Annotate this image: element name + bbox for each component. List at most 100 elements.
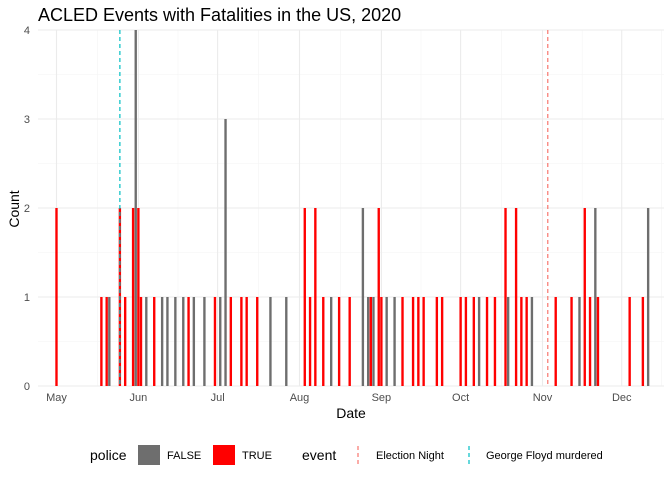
bar-false-2020-08-27: [366, 297, 370, 386]
x-tick-label-may: May: [46, 392, 67, 404]
bar-true-2020-09-09: [401, 297, 404, 386]
bar-true-2020-08-28: [369, 297, 372, 386]
bar-true-2020-06-30: [213, 297, 217, 386]
bar-false-2020-10-08: [477, 297, 481, 386]
bar-true-2020-11-06: [554, 297, 557, 386]
x-tick-label-dec: Dec: [612, 392, 632, 404]
bar-true-2020-10-18: [504, 208, 507, 386]
x-tick-label-jun: Jun: [129, 392, 147, 404]
bar-false-2020-11-15: [578, 297, 581, 386]
bar-false-2020-07-27: [285, 297, 288, 386]
bar-true-2020-06-20: [187, 297, 190, 386]
bar-false-2020-06-26: [203, 297, 206, 386]
bar-true-2020-11-17: [583, 208, 586, 386]
bar-true-2020-05-18: [100, 297, 103, 386]
bar-true-2020-12-04: [628, 297, 631, 386]
bar-true-2020-08-03: [303, 208, 306, 386]
x-tick-label-sep: Sep: [372, 392, 392, 404]
x-tick-label-oct: Oct: [452, 392, 469, 404]
bar-true-2020-07-10: [240, 297, 243, 386]
event-lines: [119, 30, 549, 386]
bar-false-2020-12-11: [646, 208, 650, 386]
bar-true-2020-07-16: [256, 297, 259, 386]
bar-false-2020-05-21: [108, 297, 111, 386]
bar-false-2020-08-29: [372, 297, 375, 386]
bar-true-2020-08-05: [308, 297, 312, 386]
legend-key-true: [213, 445, 235, 465]
bar-false-2020-07-21: [269, 297, 272, 386]
legend-label-george-floyd: George Floyd murdered: [486, 450, 603, 462]
y-tick-label: 0: [24, 381, 30, 393]
bar-true-2020-06-07: [153, 297, 156, 386]
bar-false-2020-06-18: [182, 297, 185, 386]
bar-true-2020-12-09: [641, 297, 645, 386]
bar-true-2020-10-26: [525, 297, 528, 386]
bar-false-2020-07-04: [224, 119, 227, 386]
bar-true-2020-09-24: [440, 297, 444, 386]
x-tick-label-nov: Nov: [533, 392, 553, 404]
bar-true-2020-06-02: [139, 297, 143, 386]
bar-true-2020-10-03: [464, 297, 468, 386]
bar-true-2020-05-01: [55, 208, 58, 386]
x-axis-ticks: May Jun Jul Aug Sep Oct Nov Dec: [46, 392, 632, 404]
y-tick-label: 3: [24, 114, 30, 126]
bars: [55, 30, 650, 386]
y-tick-label: 4: [24, 25, 30, 37]
x-axis-title: Date: [336, 405, 366, 421]
bar-true-2020-11-22: [596, 297, 600, 386]
bar-false-2020-06-12: [166, 297, 169, 386]
bar-false-2020-05-31: [134, 30, 137, 386]
y-tick-label: 2: [24, 203, 30, 215]
bar-true-2020-05-27: [123, 297, 127, 386]
bar-false-2020-06-22: [192, 297, 196, 386]
legend-label-false: FALSE: [167, 450, 201, 462]
bar-false-2020-08-13: [330, 297, 333, 386]
bar-true-2020-05-30: [131, 208, 135, 386]
bar-true-2020-09-13: [411, 297, 415, 386]
bar-false-2020-06-15: [174, 297, 177, 386]
bar-true-2020-05-20: [105, 297, 108, 386]
bar-true-2020-07-06: [229, 297, 233, 386]
bar-false-2020-09-06: [393, 297, 396, 386]
bar-false-2020-10-28: [530, 297, 534, 386]
bar-false-2020-08-25: [361, 208, 365, 386]
legend-title-event: event: [302, 447, 336, 463]
bar-false-2020-07-02: [219, 297, 222, 386]
bar-false-2020-06-10: [160, 297, 164, 386]
bar-true-2020-10-14: [493, 297, 497, 386]
legend-label-election-night: Election Night: [376, 450, 444, 462]
bar-true-2020-10-06: [472, 297, 476, 386]
bar-true-2020-08-20: [348, 297, 351, 386]
bar-false-2020-10-19: [506, 297, 510, 386]
bar-true-2020-09-17: [422, 297, 425, 386]
bar-true-2020-08-07: [314, 208, 317, 386]
bar-true-2020-11-19: [588, 297, 592, 386]
bar-true-2020-09-01: [380, 297, 383, 386]
bar-false-2020-11-21: [594, 208, 597, 386]
bar-true-2020-11-12: [570, 297, 573, 386]
bar-true-2020-10-24: [520, 297, 523, 386]
bar-true-2020-08-16: [337, 297, 341, 386]
y-axis-ticks: 0 1 2 3 4: [24, 25, 30, 393]
bar-true-2020-10-01: [459, 297, 462, 386]
legend-key-false: [138, 445, 160, 465]
bar-true-2020-09-15: [417, 297, 420, 386]
bar-false-2020-09-03: [385, 297, 388, 386]
y-axis-title: Count: [6, 190, 22, 227]
bar-false-2020-06-04: [145, 297, 148, 386]
bar-true-2020-07-12: [245, 297, 248, 386]
bar-true-2020-10-11: [485, 297, 489, 386]
bar-true-2020-06-01: [137, 208, 140, 386]
bar-true-2020-09-22: [435, 297, 439, 386]
x-tick-label-jul: Jul: [211, 392, 225, 404]
legend-title-police: police: [90, 447, 127, 463]
legend: police FALSE TRUE event Election Night G…: [90, 445, 603, 465]
chart-title: ACLED Events with Fatalities in the US, …: [38, 5, 401, 25]
bar-true-2020-10-22: [514, 208, 518, 386]
bar-true-2020-08-31: [377, 208, 380, 386]
x-tick-label-aug: Aug: [290, 392, 310, 404]
bar-true-2020-08-10: [322, 297, 325, 386]
y-tick-label: 1: [24, 292, 30, 304]
legend-label-true: TRUE: [242, 450, 272, 462]
